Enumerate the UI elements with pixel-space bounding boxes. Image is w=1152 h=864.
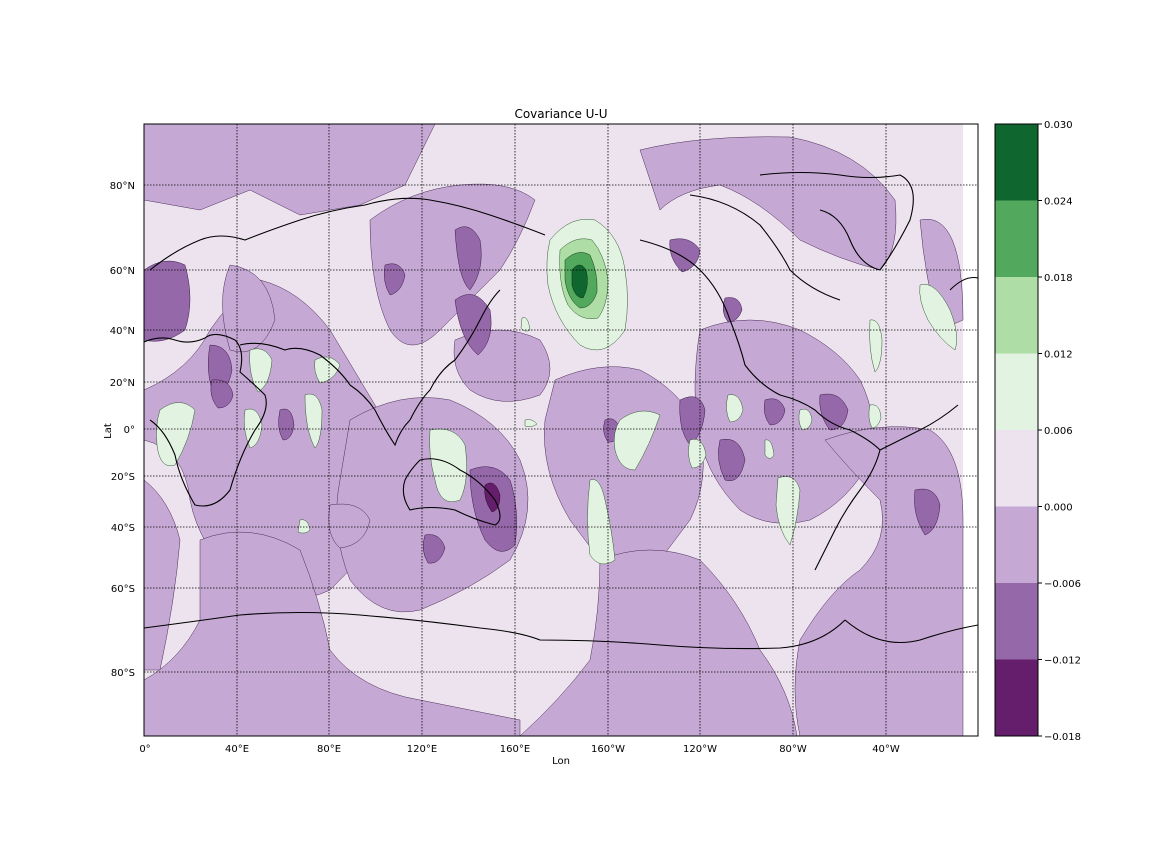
colorbar-tick-label: 0.012: [1044, 350, 1073, 361]
lon-tick-label: 160°W: [591, 744, 625, 755]
colorbar-swatch: [995, 277, 1038, 354]
colorbar-swatch: [995, 353, 1038, 430]
lat-tick-label: 20°N: [110, 378, 135, 389]
lat-tick-label: 20°S: [111, 472, 135, 483]
colorbar-tick-label: 0.006: [1044, 426, 1073, 437]
coastlines: [144, 171, 978, 650]
colorbar-swatch: [995, 506, 1038, 583]
colorbar-tick-label: 0.000: [1044, 503, 1073, 514]
y-axis-label: Lat: [103, 423, 114, 439]
lat-tick-labels: 80°N 60°N 40°N 20°N 0° 20°S 40°S 60°S 80…: [110, 181, 135, 679]
lon-tick-label: 160°E: [500, 744, 530, 755]
lon-tick-label: 80°W: [779, 744, 807, 755]
colorbar-swatch: [995, 659, 1038, 736]
colorbar-tick-label: 0.018: [1044, 273, 1073, 284]
map-frame: [143, 123, 979, 737]
contour-positive-peak: [571, 264, 588, 299]
colorbar-swatch: [995, 430, 1038, 507]
colorbar-tick-label: −0.018: [1044, 732, 1081, 743]
map-panel: [144, 124, 978, 736]
lat-tick-label: 60°N: [110, 266, 135, 277]
lat-tick-label: 40°S: [111, 523, 135, 534]
lon-tick-label: 120°W: [683, 744, 717, 755]
empty-strip: [963, 124, 978, 736]
lon-tick-label: 0°: [139, 744, 150, 755]
colorbar-tick-labels: 0.030 0.024 0.018 0.012 0.006 0.000 −0.0…: [1044, 120, 1081, 743]
lon-tick-label: 120°E: [407, 744, 437, 755]
colorbar: 0.030 0.024 0.018 0.012 0.006 0.000 −0.0…: [994, 120, 1081, 743]
lat-tick-label: 80°N: [110, 181, 135, 192]
colorbar-tick-label: −0.012: [1044, 656, 1081, 667]
lon-tick-label: 40°E: [225, 744, 249, 755]
lat-tick-label: 0°: [124, 425, 135, 436]
colorbar-swatch: [995, 124, 1038, 201]
colorbar-tick-label: 0.024: [1044, 197, 1073, 208]
lat-tick-label: 80°S: [111, 668, 135, 679]
colorbar-tick-label: −0.006: [1044, 579, 1081, 590]
colorbar-swatches: [995, 124, 1038, 736]
colorbar-ticks: [1038, 123, 1042, 737]
colorbar-swatch: [995, 200, 1038, 277]
chart-title: Covariance U-U: [514, 107, 607, 121]
lon-tick-labels: 0° 40°E 80°E 120°E 160°E 160°W 120°W 80°…: [139, 744, 900, 755]
lat-tick-label: 40°N: [110, 326, 135, 337]
colorbar-swatch: [995, 583, 1038, 660]
lon-tick-label: 40°W: [872, 744, 900, 755]
colorbar-tick-label: 0.030: [1044, 120, 1073, 131]
x-axis-label: Lon: [552, 756, 570, 767]
lat-tick-label: 60°S: [111, 584, 135, 595]
lon-tick-label: 80°E: [317, 744, 341, 755]
